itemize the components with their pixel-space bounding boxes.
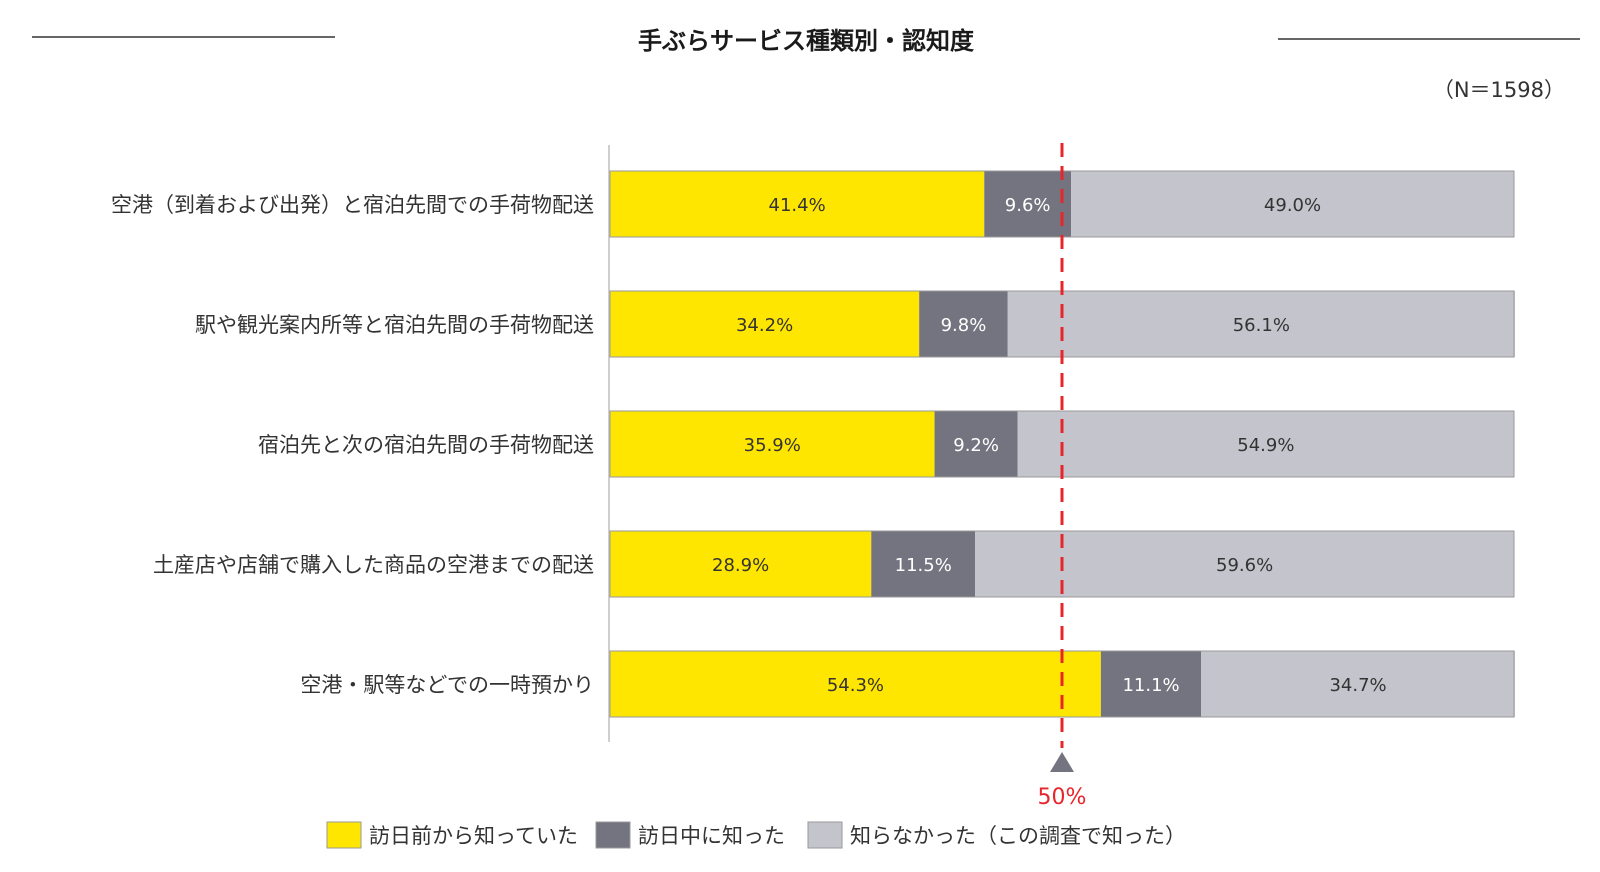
data-label: 54.9% (1237, 435, 1294, 456)
data-label: 11.1% (1122, 675, 1179, 696)
legend-label: 知らなかった（この調査で知った） (850, 824, 1186, 848)
legend-label: 訪日中に知った (638, 824, 785, 848)
bar-segment (610, 171, 985, 237)
data-label: 34.2% (736, 315, 793, 336)
bar-segment (610, 291, 920, 357)
legend-swatch (595, 821, 631, 849)
bar-segment (871, 531, 976, 597)
bar-outline (609, 530, 1515, 598)
reference-line-group: 50% (1038, 143, 1087, 810)
bar-segment (1100, 651, 1202, 717)
category-label: 宿泊先と次の宿泊先間の手荷物配送 (258, 433, 594, 457)
bar-segment (984, 171, 1072, 237)
sample-size-note: （N＝1598） (1433, 78, 1565, 102)
category-label: 土産店や店舗で購入した商品の空港までの配送 (153, 553, 594, 577)
bar-segment (1007, 291, 1515, 357)
data-label: 11.5% (895, 555, 952, 576)
bar-segment (610, 531, 872, 597)
legend-item: 知らなかった（この調査で知った） (807, 821, 1186, 849)
legend-item: 訪日中に知った (595, 821, 785, 849)
bar-segment (1201, 651, 1515, 717)
bar-segment (1071, 171, 1514, 237)
data-label: 49.0% (1264, 195, 1321, 216)
data-label: 9.2% (953, 435, 999, 456)
data-label: 28.9% (712, 555, 769, 576)
reference-marker-triangle-icon (1050, 752, 1074, 772)
reference-line-label: 50% (1038, 785, 1087, 810)
legend-label: 訪日前から知っていた (369, 824, 578, 848)
data-label: 54.3% (827, 675, 884, 696)
chart-title: 手ぶらサービス種類別・認知度 (638, 27, 975, 55)
bar-segment (1017, 411, 1514, 477)
data-label: 9.6% (1005, 195, 1051, 216)
category-label: 空港（到着および出発）と宿泊先間での手荷物配送 (111, 193, 594, 217)
bar-segment (610, 651, 1101, 717)
category-labels-group: 空港（到着および出発）と宿泊先間での手荷物配送駅や観光案内所等と宿泊先間の手荷物… (111, 193, 594, 697)
bar-segment (975, 531, 1514, 597)
bar-segment (934, 411, 1018, 477)
legend-swatch (326, 821, 362, 849)
legend-item: 訪日前から知っていた (326, 821, 578, 849)
data-label: 41.4% (769, 195, 826, 216)
legend: 訪日前から知っていた 訪日中に知った 知らなかった（この調査で知った） (326, 821, 1186, 849)
bar-segment (610, 411, 935, 477)
data-label: 56.1% (1233, 315, 1290, 336)
data-label: 9.8% (941, 315, 987, 336)
category-label: 駅や観光案内所等と宿泊先間の手荷物配送 (195, 313, 594, 337)
data-label: 34.7% (1329, 675, 1386, 696)
bar-segment (919, 291, 1008, 357)
category-label: 空港・駅等などでの一時預かり (300, 673, 594, 697)
bars-group: 41.4% 9.6% 49.0% 34.2% 9.8% 56.1% 35.9% 9.2% 54.… (609, 170, 1515, 718)
data-label: 35.9% (744, 435, 801, 456)
legend-swatch (807, 821, 843, 849)
data-label: 59.6% (1216, 555, 1273, 576)
